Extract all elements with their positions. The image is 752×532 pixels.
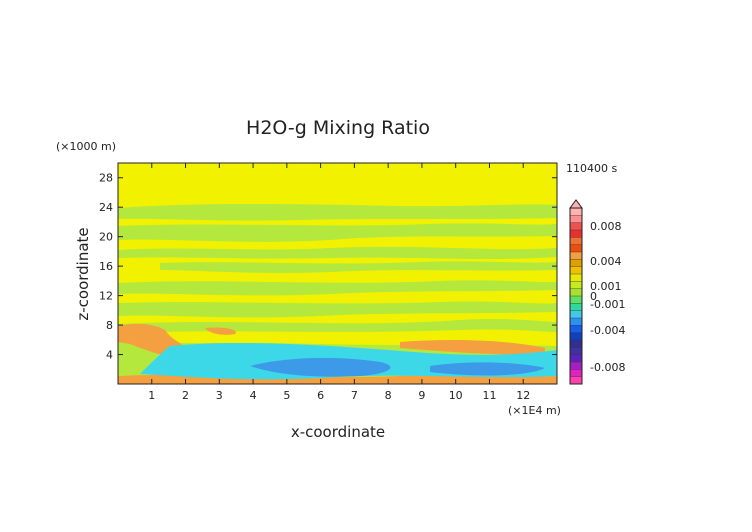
colorbar-swatch bbox=[570, 266, 582, 275]
y-axis: 4 8 12 16 20 24 28 bbox=[99, 172, 557, 362]
x-tick-label: 1 bbox=[148, 389, 155, 402]
colorbar-swatch bbox=[570, 332, 582, 341]
field-band-green bbox=[118, 223, 557, 242]
colorbar-swatch bbox=[570, 208, 582, 216]
colorbar-swatch bbox=[570, 244, 582, 253]
y-axis-title: z-coordinate bbox=[74, 227, 92, 320]
chart-title: H2O-g Mixing Ratio bbox=[246, 117, 430, 139]
x-tick-label: 3 bbox=[216, 389, 223, 402]
colorbar-swatch bbox=[570, 274, 582, 282]
field-band-orange bbox=[400, 340, 545, 355]
colorbar-swatch bbox=[570, 369, 582, 378]
colorbar-swatch bbox=[570, 252, 582, 260]
colorbar-swatches bbox=[570, 207, 582, 385]
y-tick-label: 20 bbox=[99, 231, 113, 244]
x-tick-label: 4 bbox=[250, 389, 257, 402]
field-band-green bbox=[118, 301, 557, 318]
colorbar-swatch bbox=[570, 310, 582, 319]
colorbar-frame bbox=[569, 207, 583, 385]
colorbar-label: 0.001 bbox=[590, 280, 622, 293]
time-label: 110400 s bbox=[566, 162, 617, 175]
y-tick-label: 16 bbox=[99, 260, 113, 273]
colorbar-label: 0 bbox=[590, 290, 597, 303]
colorbar-swatch bbox=[570, 376, 582, 385]
x-tick-label: 10 bbox=[449, 389, 463, 402]
field-band-orange bbox=[205, 327, 236, 335]
colorbar-swatch bbox=[570, 354, 582, 363]
colorbar-label: -0.001 bbox=[590, 298, 625, 311]
colorbar-swatch bbox=[570, 325, 582, 334]
x-tick-label: 7 bbox=[351, 389, 358, 402]
plot-area bbox=[117, 162, 558, 385]
colorbar-swatch bbox=[570, 259, 582, 268]
colorbar-label: -0.008 bbox=[590, 361, 625, 374]
colorbar-swatch bbox=[570, 362, 582, 370]
x-axis: 1 2 3 4 5 6 7 8 9 10 11 12 bbox=[148, 163, 530, 402]
x-tick-label: 9 bbox=[418, 389, 425, 402]
x-axis-title: x-coordinate bbox=[291, 423, 385, 441]
colorbar-swatch bbox=[570, 303, 582, 312]
colorbar-swatch bbox=[570, 296, 582, 304]
colorbar-swatch bbox=[570, 230, 582, 238]
colorbar-swatch bbox=[570, 288, 582, 297]
field-band-green bbox=[160, 261, 557, 273]
y-tick-label: 24 bbox=[99, 201, 113, 214]
field-band-blue bbox=[430, 362, 545, 376]
colorbar-swatch bbox=[570, 347, 582, 356]
colorbar-over-arrow bbox=[569, 199, 583, 209]
y-unit-label: (×1000 m) bbox=[56, 140, 116, 153]
colorbar-swatch bbox=[570, 215, 582, 224]
x-tick-label: 2 bbox=[182, 389, 189, 402]
colorbar-swatch bbox=[570, 222, 582, 231]
x-tick-label: 5 bbox=[283, 389, 290, 402]
colorbar-label: 0.008 bbox=[590, 220, 622, 233]
colorbar-swatch bbox=[570, 281, 582, 290]
plot-frame bbox=[117, 162, 558, 385]
x-unit-label: (×1E4 m) bbox=[508, 404, 561, 417]
field-band-green bbox=[118, 246, 557, 260]
y-tick-label: 12 bbox=[99, 290, 113, 303]
y-tick-label: 28 bbox=[99, 172, 113, 185]
colorbar-label: 0.004 bbox=[590, 255, 622, 268]
x-tick-label: 8 bbox=[385, 389, 392, 402]
colorbar-swatch bbox=[570, 318, 582, 326]
colorbar-swatch bbox=[570, 237, 582, 246]
x-tick-label: 12 bbox=[516, 389, 530, 402]
colorbar-swatch bbox=[570, 340, 582, 348]
y-tick-label: 4 bbox=[106, 349, 113, 362]
x-tick-label: 6 bbox=[317, 389, 324, 402]
colorbar-label: -0.004 bbox=[590, 324, 625, 337]
field-band-blue bbox=[250, 357, 391, 377]
field-band-green bbox=[118, 204, 557, 221]
x-tick-label: 11 bbox=[482, 389, 496, 402]
field-band-green bbox=[118, 280, 557, 296]
y-tick-label: 8 bbox=[106, 319, 113, 332]
